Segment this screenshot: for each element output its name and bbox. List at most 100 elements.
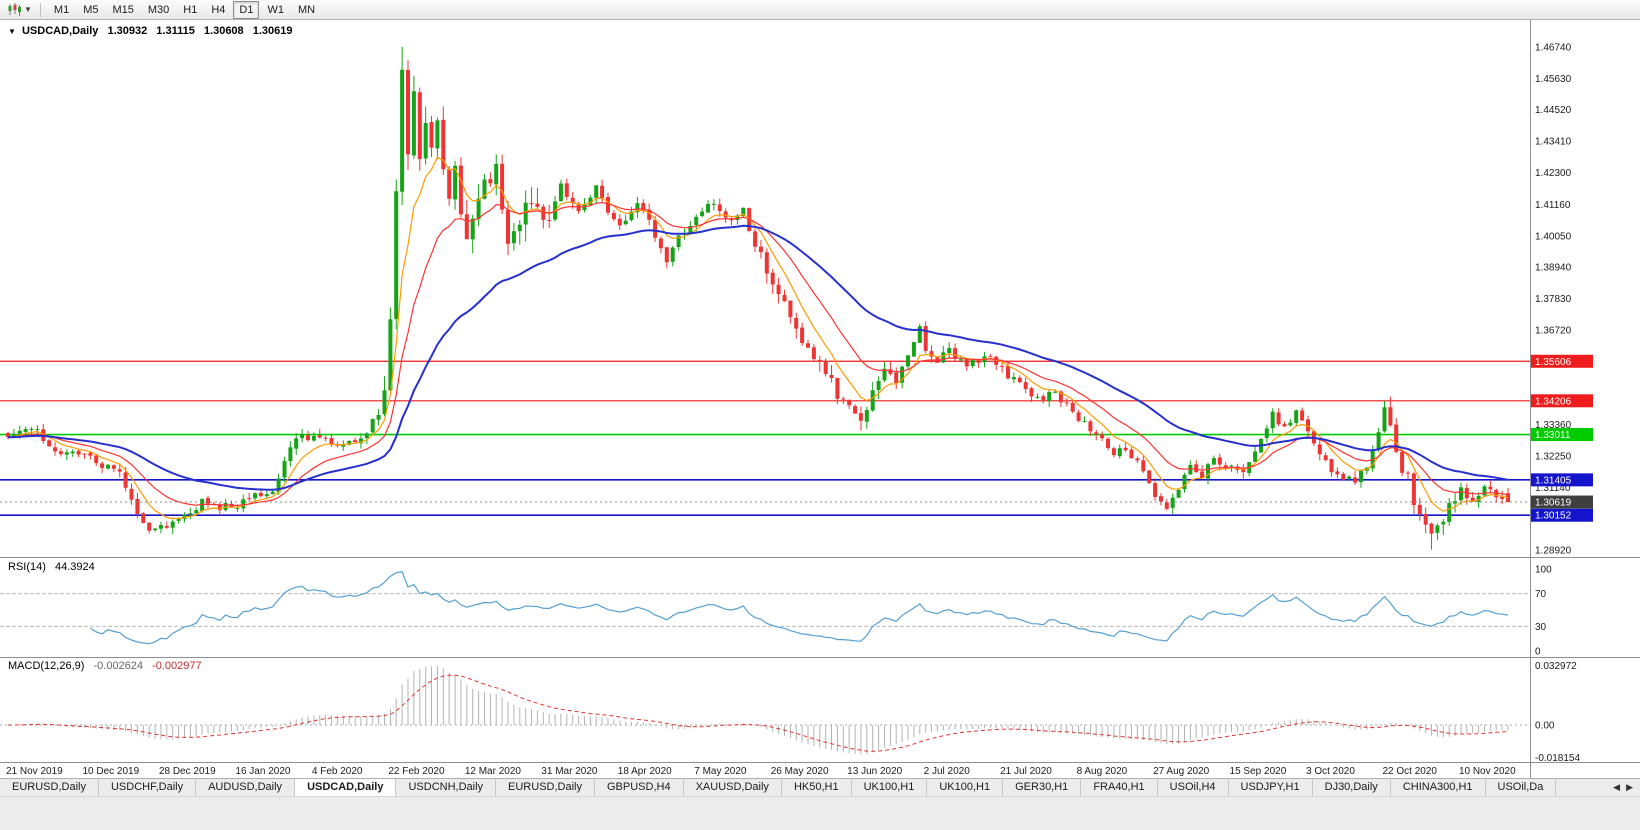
svg-text:1.43410: 1.43410: [1535, 136, 1572, 147]
chart-tab-11-ger30-h1[interactable]: GER30,H1: [1003, 779, 1082, 796]
svg-text:31 Mar 2020: 31 Mar 2020: [541, 766, 598, 777]
svg-text:1.30619: 1.30619: [1535, 498, 1572, 509]
svg-text:30: 30: [1535, 622, 1547, 633]
rsi-indicator-label: RSI(14) 44.3924: [8, 561, 95, 573]
symbol-period-label: USDCAD,Daily: [21, 25, 99, 37]
chart-tab-17-usoil-da[interactable]: USOil,Da: [1486, 779, 1557, 796]
ohlc-low: 1.30608: [203, 25, 244, 37]
svg-text:12 Mar 2020: 12 Mar 2020: [465, 766, 522, 777]
toolbar-separator: [39, 2, 41, 17]
svg-text:7 May 2020: 7 May 2020: [694, 766, 747, 777]
chart-tab-3-usdcad-daily[interactable]: USDCAD,Daily: [295, 779, 397, 796]
svg-text:100: 100: [1535, 565, 1552, 576]
candles-layer: [6, 47, 1510, 550]
panel-separators[interactable]: [0, 20, 1640, 778]
svg-text:1.46740: 1.46740: [1535, 43, 1572, 54]
h-line-price-label: [1531, 428, 1593, 442]
svg-text:1.33011: 1.33011: [1535, 430, 1571, 441]
chart-tab-8-hk50-h1[interactable]: HK50,H1: [782, 779, 852, 796]
candlestick-chart-icon: [8, 3, 21, 16]
svg-text:10 Dec 2019: 10 Dec 2019: [82, 766, 139, 777]
macd-indicator-label: MACD(12,26,9) -0.002624 -0.002977: [8, 660, 202, 672]
svg-text:16 Jan 2020: 16 Jan 2020: [235, 766, 290, 777]
ma-lines: [7, 156, 1509, 520]
chevron-down-icon: ▼: [24, 5, 32, 14]
timeframe-button-h4[interactable]: H4: [211, 3, 226, 16]
svg-text:1.44520: 1.44520: [1535, 105, 1572, 116]
h-line-price-label: [1531, 508, 1593, 522]
svg-text:1.45630: 1.45630: [1535, 74, 1572, 85]
timeframe-button-h1[interactable]: H1: [183, 3, 198, 16]
ohlc-high: 1.31115: [156, 25, 195, 37]
chart-canvas[interactable]: 1.46740 1.45630 1.44520 1.43410 1.42300 1.411…: [0, 20, 1640, 778]
svg-text:1.41160: 1.41160: [1535, 200, 1571, 211]
chart-tab-16-china300-h1[interactable]: CHINA300,H1: [1391, 779, 1486, 796]
rsi-panel: [0, 570, 1530, 645]
status-area: [0, 796, 1640, 830]
rsi-name: RSI(14): [8, 561, 46, 573]
svg-text:21 Jul 2020: 21 Jul 2020: [1000, 766, 1052, 777]
tab-scroll-right-icon[interactable]: ▶: [1626, 782, 1633, 792]
svg-text:-0.018154: -0.018154: [1535, 753, 1580, 764]
ohlc-open: 1.30932: [107, 25, 148, 37]
macd-main-value: -0.002624: [93, 660, 144, 672]
svg-text:13 Jun 2020: 13 Jun 2020: [847, 766, 902, 777]
tab-scroll-left-icon[interactable]: ◀: [1613, 782, 1621, 792]
svg-text:10 Nov 2020: 10 Nov 2020: [1459, 766, 1516, 777]
macd-name: MACD(12,26,9): [8, 660, 85, 672]
chart-tab-4-usdcnh-daily[interactable]: USDCNH,Daily: [396, 779, 497, 796]
svg-text:8 Aug 2020: 8 Aug 2020: [1077, 766, 1128, 777]
svg-text:1.30152: 1.30152: [1535, 511, 1572, 522]
timeframe-button-m5[interactable]: M5: [83, 3, 99, 16]
svg-text:27 Aug 2020: 27 Aug 2020: [1153, 766, 1210, 777]
timeframe-button-m30[interactable]: M30: [147, 3, 170, 16]
svg-text:70: 70: [1535, 589, 1547, 600]
timeframe-button-w1[interactable]: W1: [267, 3, 284, 16]
svg-text:3 Oct 2020: 3 Oct 2020: [1306, 766, 1355, 777]
chart-type-button[interactable]: ▼: [5, 1, 34, 19]
chart-tab-7-xauusd-daily[interactable]: XAUUSD,Daily: [684, 779, 782, 796]
date-axis[interactable]: 21 Nov 2019 10 Dec 2019 28 Dec 2019 16 Jan …: [6, 766, 1516, 777]
svg-text:18 Apr 2020: 18 Apr 2020: [618, 766, 672, 777]
h-line-price-label: [1531, 394, 1593, 408]
svg-text:0.00: 0.00: [1535, 721, 1555, 732]
timeframe-button-mn[interactable]: MN: [297, 3, 316, 16]
price-axis[interactable]: 1.46740 1.45630 1.44520 1.43410 1.42300 1.411…: [1531, 43, 1593, 765]
tab-scroll-buttons: ◀ ▶: [1606, 779, 1640, 796]
svg-text:1.34206: 1.34206: [1535, 396, 1572, 407]
timeframe-button-m15[interactable]: M15: [112, 3, 134, 16]
chart-tab-5-eurusd-daily[interactable]: EURUSD,Daily: [496, 779, 595, 796]
rsi-value: 44.3924: [54, 561, 95, 573]
chart-menu-icon[interactable]: ▼: [8, 27, 16, 36]
svg-text:1.37830: 1.37830: [1535, 294, 1572, 305]
timeframe-toolbar: ▼ M1 M5 M15 M30 H1 H4 D1 W1 MN: [0, 0, 1640, 20]
svg-text:22 Oct 2020: 22 Oct 2020: [1382, 766, 1437, 777]
current-price-label: [1531, 495, 1593, 509]
svg-text:1.36720: 1.36720: [1535, 325, 1572, 336]
svg-text:1.31140: 1.31140: [1535, 483, 1571, 494]
svg-text:1.42300: 1.42300: [1535, 168, 1572, 179]
svg-text:28 Dec 2019: 28 Dec 2019: [159, 766, 216, 777]
timeframe-button-d1[interactable]: D1: [233, 0, 260, 19]
svg-text:1.31405: 1.31405: [1535, 475, 1572, 486]
svg-text:1.32250: 1.32250: [1535, 452, 1572, 463]
svg-text:21 Nov 2019: 21 Nov 2019: [6, 766, 63, 777]
macd-panel: [0, 665, 1530, 755]
ma-line-16: [7, 201, 1509, 507]
chart-tab-1-usdchf-daily[interactable]: USDCHF,Daily: [99, 779, 197, 796]
chart-tab-14-usdjpy-h1[interactable]: USDJPY,H1: [1229, 779, 1313, 796]
svg-text:2 Jul 2020: 2 Jul 2020: [924, 766, 971, 777]
chart-tab-15-dj30-daily[interactable]: DJ30,Daily: [1313, 779, 1391, 796]
chart-title: ▼ USDCAD,Daily 1.30932 1.31115 1.30608 1…: [8, 25, 293, 37]
chart-tab-0-eurusd-daily[interactable]: EURUSD,Daily: [0, 779, 99, 796]
chart-tab-9-uk100-h1[interactable]: UK100,H1: [852, 779, 928, 796]
chart-tab-6-gbpusd-h4[interactable]: GBPUSD,H4: [595, 779, 684, 796]
chart-tab-2-audusd-daily[interactable]: AUDUSD,Daily: [196, 779, 296, 796]
chart-tab-10-uk100-h1[interactable]: UK100,H1: [927, 779, 1004, 796]
timeframe-button-m1[interactable]: M1: [53, 3, 70, 16]
chart-tab-12-fra40-h1[interactable]: FRA40,H1: [1081, 779, 1158, 796]
h-line-price-label: [1531, 473, 1593, 487]
svg-text:4 Feb 2020: 4 Feb 2020: [312, 766, 363, 777]
chart-tab-13-usoil-h4[interactable]: USOil,H4: [1158, 779, 1229, 796]
